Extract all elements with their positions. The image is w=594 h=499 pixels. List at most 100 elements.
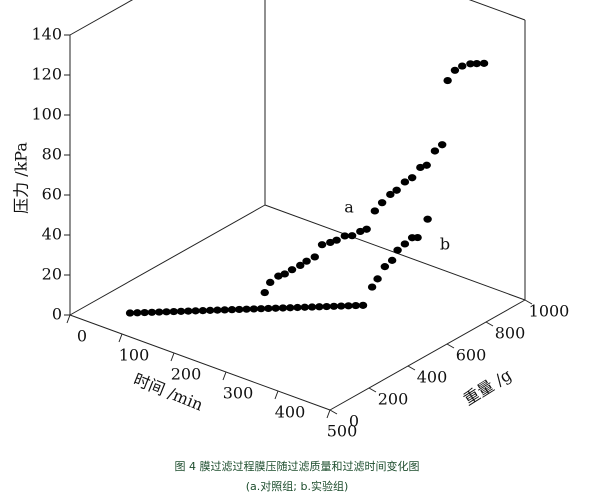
- y-tick: [446, 343, 455, 349]
- data-point: [249, 305, 259, 313]
- data-point: [213, 306, 222, 314]
- data-point: [430, 147, 440, 155]
- x-tick: [222, 371, 227, 381]
- data-point: [235, 305, 244, 314]
- data-point: [293, 303, 302, 312]
- data-point: [347, 232, 357, 240]
- x-tick: [170, 352, 175, 362]
- data-point: [392, 186, 401, 194]
- data-point: [393, 246, 402, 254]
- chart-title: 图 4 膜过滤过程膜压随过滤质量和过滤时间变化图: [175, 459, 420, 473]
- data-point: [227, 306, 237, 314]
- y-axis-title: 重量 /g: [460, 365, 515, 409]
- z-tick-label: 120: [31, 65, 62, 84]
- data-point: [344, 302, 353, 310]
- y-tick: [329, 409, 338, 415]
- axis-edge: [329, 299, 526, 411]
- data-point: [326, 238, 335, 247]
- data-point: [162, 308, 171, 316]
- data-point: [479, 59, 489, 67]
- data-point: [422, 161, 431, 169]
- data-point: [322, 302, 331, 311]
- data-point: [315, 303, 324, 311]
- data-point: [310, 253, 319, 261]
- z-tick-label: 100: [31, 105, 62, 124]
- data-point: [307, 303, 317, 311]
- data-point: [400, 240, 410, 248]
- data-point: [266, 278, 275, 286]
- data-point: [423, 215, 432, 223]
- data-point: [367, 283, 377, 291]
- z-axis-title: 压力 /kPa: [12, 142, 31, 214]
- axis-edge: [69, 0, 134, 36]
- z-tick-label: 20: [42, 265, 62, 284]
- y-tick-label: 400: [417, 368, 448, 387]
- data-point: [184, 307, 193, 315]
- x-tick-label: 400: [275, 403, 306, 422]
- y-tick-label: 600: [456, 346, 487, 365]
- data-point: [370, 207, 380, 215]
- y-tick-label: 200: [378, 390, 409, 409]
- z-tick-label: 40: [42, 225, 62, 244]
- data-point: [329, 302, 339, 310]
- series-label: b: [440, 235, 450, 254]
- x-tick-label: 300: [223, 384, 254, 403]
- data-point: [351, 301, 360, 310]
- z-tick-label: 0: [52, 305, 62, 324]
- data-point: [416, 163, 425, 172]
- y-tick: [407, 365, 416, 371]
- z-tick-label: 140: [31, 25, 62, 44]
- data-point: [356, 227, 365, 236]
- data-point: [205, 306, 215, 314]
- data-point: [147, 308, 157, 316]
- data-point: [387, 256, 397, 264]
- data-point: [191, 307, 200, 315]
- data-point: [466, 60, 475, 68]
- y-tick: [368, 387, 377, 393]
- axis-edge: [468, 0, 526, 21]
- data-point: [260, 288, 269, 297]
- x-tick-label: 200: [171, 365, 202, 384]
- data-point: [458, 62, 467, 70]
- x-tick: [274, 390, 279, 400]
- data-point: [280, 270, 289, 278]
- y-tick-label: 800: [495, 324, 526, 343]
- data-point: [380, 263, 390, 271]
- x-tick: [326, 409, 331, 419]
- data-point: [443, 76, 452, 85]
- data-point: [437, 141, 447, 149]
- data-point: [400, 178, 410, 186]
- data-point: [133, 309, 142, 317]
- series-label: a: [344, 198, 354, 217]
- data-point: [413, 233, 422, 242]
- data-point: [220, 306, 229, 314]
- data-point: [336, 302, 346, 310]
- data-point: [386, 190, 395, 199]
- data-point: [264, 304, 273, 313]
- data-point: [377, 199, 387, 207]
- data-point: [274, 272, 283, 280]
- y-tick: [485, 321, 494, 327]
- z-tick-label: 60: [42, 185, 62, 204]
- y-tick: [524, 299, 533, 305]
- data-point: [256, 305, 266, 313]
- data-point: [373, 275, 382, 283]
- data-point: [300, 303, 309, 311]
- data-point: [332, 236, 341, 244]
- data-point: [302, 257, 311, 265]
- x-tick: [66, 314, 71, 324]
- data-point: [450, 66, 460, 74]
- data-point: [472, 59, 481, 68]
- data-point: [176, 307, 186, 315]
- data-point: [317, 241, 327, 249]
- y-tick-label: 1000: [529, 302, 570, 321]
- x-tick-label: 100: [119, 346, 150, 365]
- data-point: [242, 305, 251, 313]
- chart-subtitle: (a.对照组; b.实验组): [246, 479, 349, 493]
- data-point: [286, 304, 295, 312]
- x-tick: [118, 333, 123, 343]
- axis-edge: [69, 314, 331, 411]
- data-point: [140, 308, 149, 317]
- data-point: [271, 304, 280, 312]
